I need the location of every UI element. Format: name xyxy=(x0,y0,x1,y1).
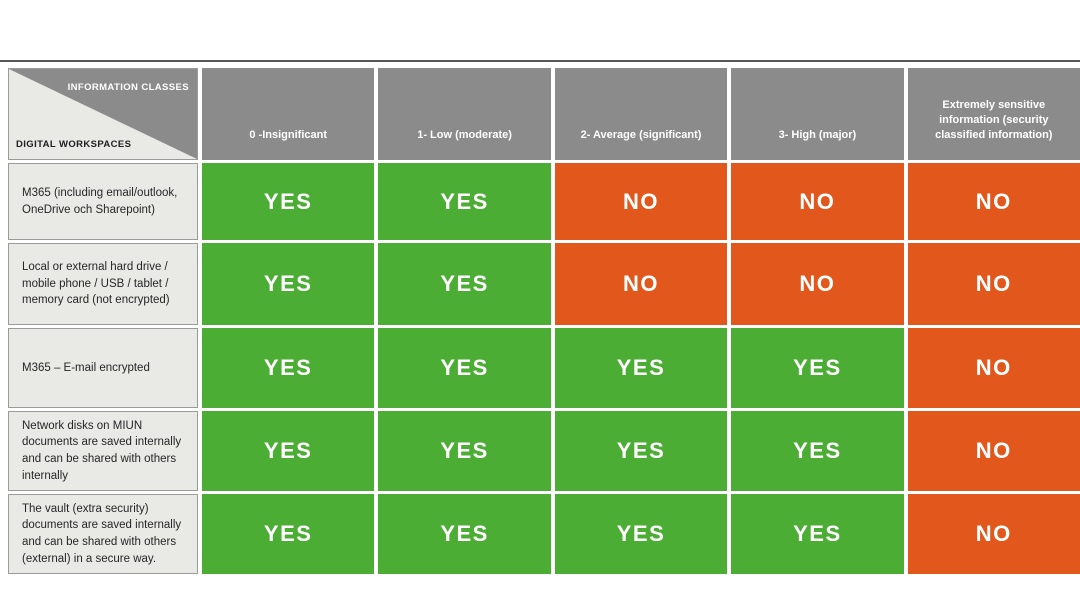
column-header-average: 2- Average (significant) xyxy=(554,68,728,160)
column-header-extremely-sensitive: Extremely sensitive information (securit… xyxy=(907,68,1080,160)
matrix-cell: NO xyxy=(907,163,1080,240)
corner-header-cell: INFORMATION CLASSES DIGITAL WORKSPACES xyxy=(8,68,198,160)
matrix-cell: YES xyxy=(378,328,551,408)
top-divider-line xyxy=(0,60,1080,62)
matrix-cell: YES xyxy=(731,411,904,491)
matrix-cell: NO xyxy=(554,163,728,240)
matrix-cell: YES xyxy=(202,328,375,408)
row-label-m365-email-encrypted: M365 – E-mail encrypted xyxy=(8,328,198,408)
matrix-cell: NO xyxy=(731,243,904,325)
row-label-vault: The vault (extra security) documents are… xyxy=(8,494,198,574)
matrix-cell: YES xyxy=(554,494,728,574)
column-header-high: 3- High (major) xyxy=(731,68,904,160)
corner-bottom-label: DIGITAL WORKSPACES xyxy=(16,139,132,150)
decision-matrix-table: INFORMATION CLASSES DIGITAL WORKSPACES 0… xyxy=(8,68,1080,574)
column-header-low: 1- Low (moderate) xyxy=(378,68,551,160)
matrix-cell: YES xyxy=(731,328,904,408)
matrix-cell: NO xyxy=(907,494,1080,574)
matrix-cell: YES xyxy=(202,243,375,325)
matrix-cell: YES xyxy=(378,411,551,491)
matrix-cell: YES xyxy=(378,494,551,574)
matrix-cell: YES xyxy=(202,494,375,574)
matrix-cell: YES xyxy=(202,163,375,240)
matrix-cell: NO xyxy=(907,328,1080,408)
matrix-cell: YES xyxy=(202,411,375,491)
matrix-cell: NO xyxy=(731,163,904,240)
row-label-m365: M365 (including email/outlook, OneDrive … xyxy=(8,163,198,240)
matrix-cell: YES xyxy=(731,494,904,574)
matrix-cell: YES xyxy=(378,163,551,240)
matrix-cell: YES xyxy=(378,243,551,325)
row-label-network-disks: Network disks on MIUN documents are save… xyxy=(8,411,198,491)
matrix-cell: NO xyxy=(907,243,1080,325)
matrix-cell: NO xyxy=(554,243,728,325)
matrix-cell: NO xyxy=(907,411,1080,491)
matrix-cell: YES xyxy=(554,328,728,408)
column-header-insignificant: 0 -Insignificant xyxy=(202,68,375,160)
corner-top-label: INFORMATION CLASSES xyxy=(67,82,189,93)
row-label-local-external-drive: Local or external hard drive / mobile ph… xyxy=(8,243,198,325)
matrix-cell: YES xyxy=(554,411,728,491)
